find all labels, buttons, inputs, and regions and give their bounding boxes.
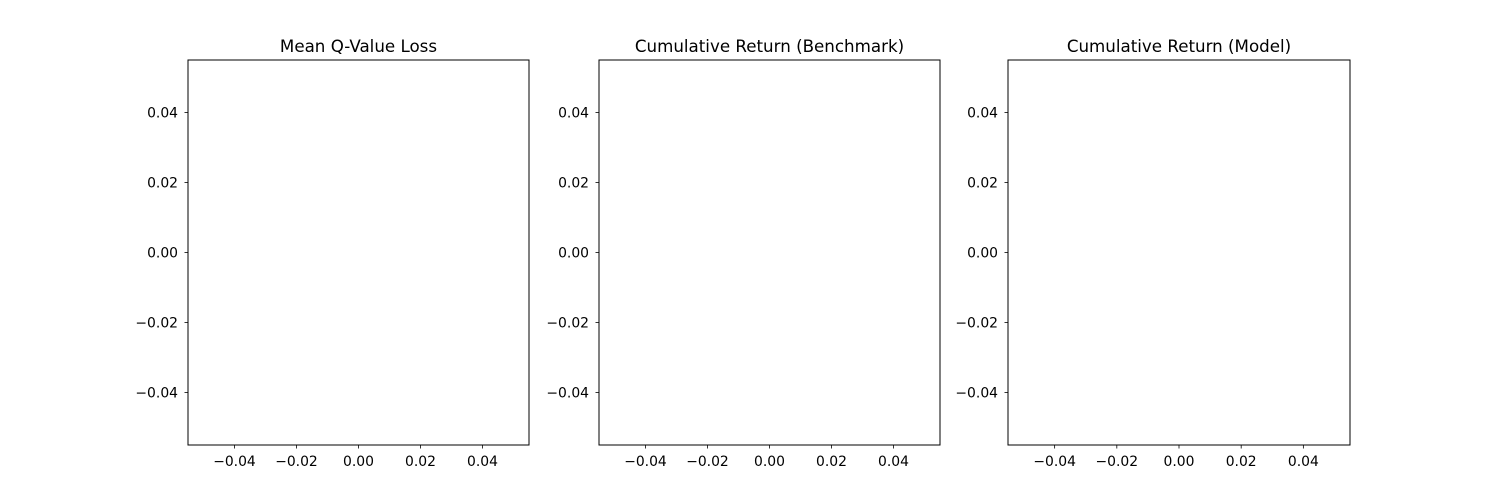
x-tick-label: −0.04: [1033, 454, 1076, 470]
y-tick-label: 0.02: [147, 176, 178, 192]
x-tick-label: 0.04: [467, 454, 498, 470]
x-tick-label: −0.02: [275, 454, 318, 470]
y-tick-label: 0.04: [558, 106, 589, 122]
x-tick-label: 0.00: [754, 454, 785, 470]
subplot-3: Cumulative Return (Model) −0.04 −0.02 0.00 0…: [955, 36, 1351, 470]
y-tick-label: −0.04: [546, 386, 589, 402]
subplot-title: Mean Q-Value Loss: [280, 36, 437, 56]
y-tick-label: −0.04: [135, 386, 178, 402]
x-tick-label: 0.04: [878, 454, 909, 470]
x-tick-label: 0.00: [343, 454, 374, 470]
y-tick-label: 0.04: [147, 106, 178, 122]
y-tick-label: −0.04: [955, 386, 998, 402]
axes-frame: [187, 59, 530, 446]
axes-frame: [1007, 59, 1351, 446]
x-tick-label: −0.02: [686, 454, 729, 470]
x-tick-label: −0.04: [624, 454, 667, 470]
y-tick-label: 0.02: [558, 176, 589, 192]
x-tick-label: 0.02: [405, 454, 436, 470]
y-tick-label: 0.04: [967, 106, 998, 122]
x-tick-label: −0.02: [1096, 454, 1139, 470]
subplot-title: Cumulative Return (Model): [1067, 36, 1291, 56]
subplot-2: Cumulative Return (Benchmark) −0.04 −0.02 0…: [546, 36, 941, 470]
x-tick-label: −0.04: [213, 454, 256, 470]
y-tick-label: −0.02: [546, 316, 589, 332]
y-tick-label: 0.00: [967, 246, 998, 262]
x-tick-label: 0.02: [816, 454, 847, 470]
y-tick-label: 0.02: [967, 176, 998, 192]
subplot-1: Mean Q-Value Loss −0.04 −0.02 0.00 0.02 0.04 −…: [135, 36, 530, 470]
y-tick-label: −0.02: [955, 316, 998, 332]
y-tick-label: 0.00: [147, 246, 178, 262]
axes-frame: [598, 59, 941, 446]
y-tick-label: −0.02: [135, 316, 178, 332]
y-tick-label: 0.00: [558, 246, 589, 262]
subplot-title: Cumulative Return (Benchmark): [635, 36, 904, 56]
x-tick-label: 0.00: [1164, 454, 1195, 470]
x-tick-label: 0.04: [1288, 454, 1319, 470]
x-tick-label: 0.02: [1226, 454, 1257, 470]
